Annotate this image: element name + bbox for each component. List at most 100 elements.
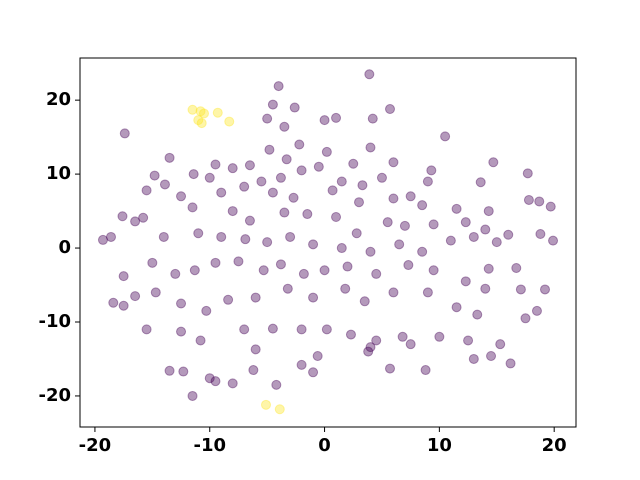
y-tick-label: 10 xyxy=(46,163,71,184)
point xyxy=(216,187,227,198)
point xyxy=(262,113,273,124)
point xyxy=(233,256,244,267)
point xyxy=(187,390,198,401)
point xyxy=(348,158,359,169)
point xyxy=(417,246,428,257)
point xyxy=(367,113,378,124)
point xyxy=(491,237,502,248)
x-tick-label: -20 xyxy=(79,435,112,456)
point xyxy=(511,263,522,274)
point xyxy=(244,160,255,171)
x-tick-label: 20 xyxy=(542,435,567,456)
point xyxy=(302,209,313,220)
point xyxy=(279,207,290,218)
point xyxy=(149,170,160,181)
point xyxy=(331,211,342,222)
point xyxy=(130,216,141,227)
point xyxy=(176,191,187,202)
point xyxy=(223,294,234,305)
point xyxy=(488,157,499,168)
point xyxy=(426,165,437,176)
point xyxy=(365,342,376,353)
point xyxy=(288,192,299,203)
point xyxy=(227,206,238,217)
y-tick-label: -10 xyxy=(38,311,71,332)
point xyxy=(199,108,209,119)
plot-area xyxy=(80,58,576,427)
point xyxy=(365,142,376,153)
point xyxy=(340,283,351,294)
point xyxy=(403,260,414,271)
point xyxy=(434,331,445,342)
point xyxy=(279,121,290,132)
point xyxy=(382,217,393,228)
point xyxy=(321,146,332,157)
point xyxy=(503,229,514,240)
point xyxy=(285,231,296,242)
point xyxy=(319,265,330,276)
y-tick-label: 20 xyxy=(46,89,71,110)
y-tick-label: 0 xyxy=(58,237,71,258)
x-tick-label: 10 xyxy=(427,435,452,456)
point xyxy=(189,265,200,276)
point xyxy=(388,193,399,204)
point xyxy=(428,219,439,230)
point xyxy=(138,212,149,223)
point xyxy=(483,206,494,217)
point xyxy=(440,131,451,142)
point xyxy=(193,115,204,126)
point xyxy=(545,201,556,212)
point xyxy=(445,235,456,246)
point xyxy=(216,231,227,242)
point xyxy=(388,157,399,168)
point xyxy=(460,276,471,287)
point xyxy=(164,365,175,376)
point xyxy=(394,239,405,250)
point xyxy=(196,118,207,129)
point xyxy=(267,99,278,110)
point xyxy=(274,404,285,415)
point xyxy=(531,305,542,316)
point xyxy=(420,365,431,376)
point xyxy=(141,185,152,196)
point xyxy=(97,234,108,245)
point xyxy=(282,283,293,294)
point xyxy=(472,309,483,320)
point xyxy=(170,268,181,279)
point xyxy=(463,335,474,346)
point xyxy=(308,292,319,303)
point xyxy=(298,268,309,279)
point xyxy=(261,399,271,410)
point xyxy=(240,234,251,245)
point xyxy=(262,237,273,248)
point xyxy=(422,287,433,298)
point xyxy=(319,115,330,126)
point xyxy=(210,376,221,387)
point xyxy=(357,180,368,191)
point xyxy=(371,268,382,279)
point xyxy=(108,297,119,308)
point xyxy=(212,107,223,118)
point xyxy=(248,365,259,376)
point xyxy=(308,367,319,378)
point xyxy=(267,187,278,198)
point xyxy=(313,161,324,172)
point xyxy=(118,300,129,311)
point xyxy=(468,353,479,364)
point xyxy=(296,165,307,176)
point xyxy=(363,346,374,357)
point xyxy=(312,351,323,362)
point xyxy=(130,291,141,302)
point xyxy=(523,194,534,205)
point xyxy=(460,217,471,228)
point xyxy=(385,104,395,115)
point xyxy=(540,284,550,295)
point xyxy=(193,228,204,239)
point xyxy=(296,324,307,335)
point xyxy=(308,239,319,250)
point xyxy=(159,179,170,190)
point xyxy=(359,296,370,307)
point xyxy=(176,326,187,337)
point xyxy=(158,231,169,242)
